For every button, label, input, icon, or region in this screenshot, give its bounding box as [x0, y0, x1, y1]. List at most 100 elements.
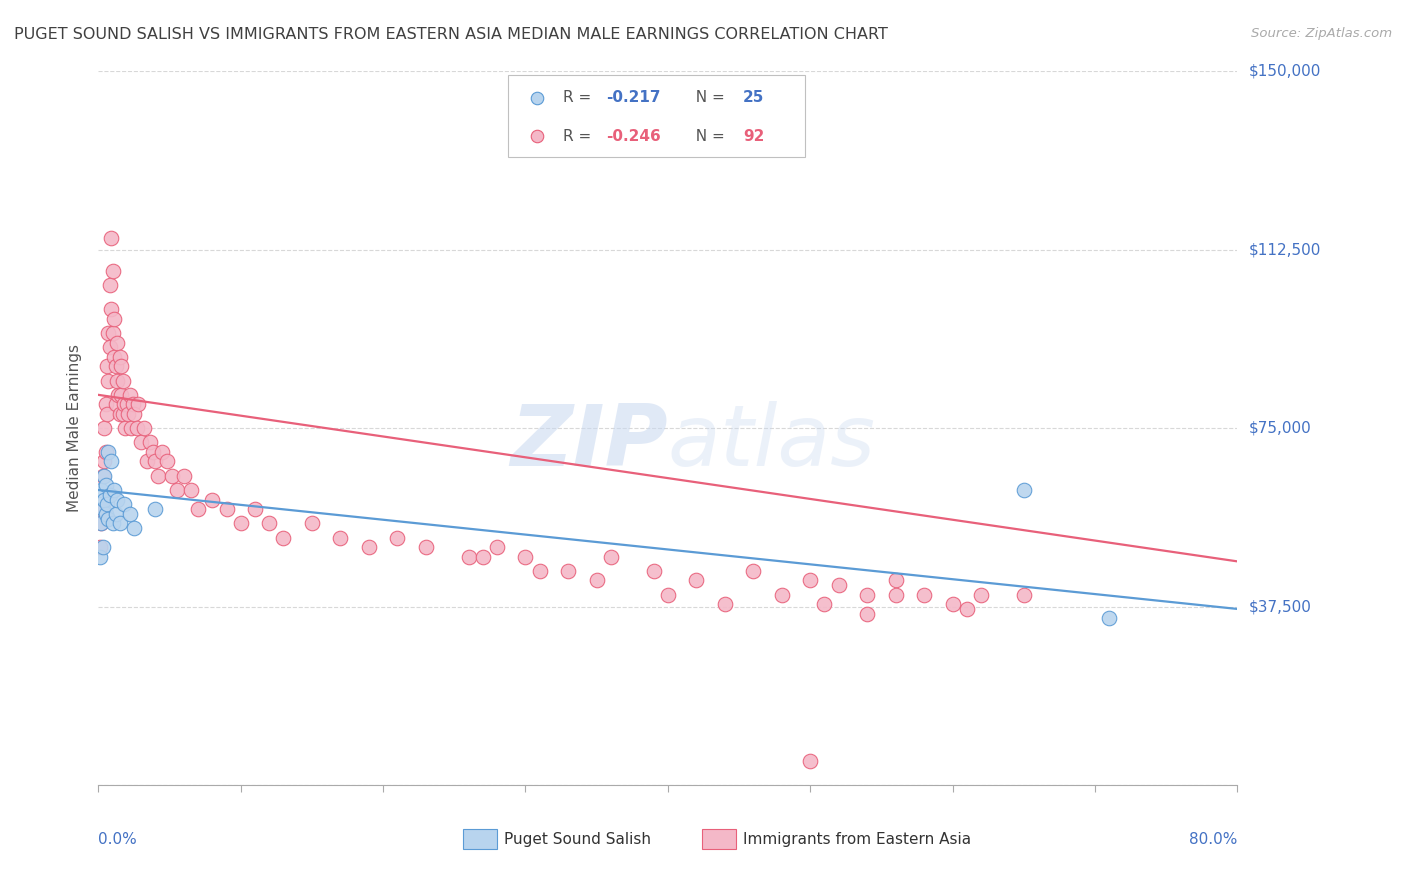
Point: [93, 454, 115, 468]
Point: [120, 421, 142, 435]
Point: [97, 326, 120, 340]
Text: 25: 25: [742, 90, 765, 105]
Point: [108, 350, 131, 364]
Point: [96, 359, 118, 374]
Point: [229, 516, 252, 531]
Point: [90, 516, 112, 531]
Point: [714, 597, 737, 611]
Point: [103, 311, 125, 326]
Point: [110, 388, 132, 402]
Point: [301, 516, 323, 531]
Point: [105, 374, 128, 388]
Point: [813, 597, 835, 611]
Point: [97, 374, 120, 388]
Point: [100, 302, 122, 317]
Point: [884, 588, 907, 602]
Point: [643, 564, 665, 578]
Text: R =: R =: [562, 90, 596, 105]
Text: N =: N =: [686, 129, 730, 144]
Point: [273, 531, 295, 545]
Point: [956, 602, 979, 616]
Point: [98, 278, 121, 293]
Point: [94, 445, 117, 459]
Point: [148, 468, 170, 483]
Point: [96, 497, 118, 511]
Text: ZIP: ZIP: [510, 401, 668, 484]
Bar: [702, 830, 737, 849]
Point: [93, 421, 115, 435]
Text: Immigrants from Eastern Asia: Immigrants from Eastern Asia: [742, 831, 972, 847]
Text: N =: N =: [686, 90, 730, 105]
Point: [100, 454, 122, 468]
Text: 80.0%: 80.0%: [1189, 831, 1237, 847]
Point: [828, 578, 851, 592]
Point: [90, 483, 112, 497]
Point: [97, 445, 120, 459]
Point: [799, 754, 821, 768]
Text: PUGET SOUND SALISH VS IMMIGRANTS FROM EASTERN ASIA MEDIAN MALE EARNINGS CORRELAT: PUGET SOUND SALISH VS IMMIGRANTS FROM EA…: [14, 27, 889, 42]
Point: [387, 531, 409, 545]
Bar: [463, 830, 498, 849]
Point: [110, 359, 132, 374]
Point: [585, 574, 607, 588]
Point: [132, 421, 155, 435]
Text: atlas: atlas: [668, 401, 876, 484]
Point: [770, 588, 793, 602]
Point: [1012, 588, 1035, 602]
Point: [94, 397, 117, 411]
Point: [104, 507, 127, 521]
Point: [557, 564, 579, 578]
Text: $37,500: $37,500: [1249, 599, 1312, 614]
Point: [127, 397, 149, 411]
Point: [107, 388, 129, 402]
Point: [138, 435, 160, 450]
Point: [856, 607, 879, 621]
Point: [600, 549, 623, 564]
Point: [141, 445, 163, 459]
Point: [970, 588, 993, 602]
Point: [104, 359, 127, 374]
Point: [742, 564, 765, 578]
Point: [91, 502, 114, 516]
Point: [122, 521, 145, 535]
Point: [91, 502, 114, 516]
Point: [173, 468, 195, 483]
Point: [685, 574, 707, 588]
Point: [103, 350, 125, 364]
Point: [97, 511, 120, 525]
Point: [156, 454, 179, 468]
Point: [93, 492, 115, 507]
Point: [121, 397, 143, 411]
Point: [657, 588, 679, 602]
Point: [122, 407, 145, 421]
Point: [101, 326, 124, 340]
Point: [125, 421, 148, 435]
Text: 92: 92: [742, 129, 765, 144]
Point: [96, 407, 118, 421]
Point: [415, 540, 437, 554]
Point: [529, 564, 551, 578]
Point: [884, 574, 907, 588]
Point: [129, 435, 152, 450]
Text: $150,000: $150,000: [1249, 64, 1320, 78]
Point: [105, 335, 128, 350]
Point: [162, 468, 184, 483]
Text: $112,500: $112,500: [1249, 243, 1320, 257]
Text: 0.0%: 0.0%: [98, 831, 138, 847]
Point: [118, 388, 141, 402]
Point: [1098, 611, 1121, 625]
Point: [101, 264, 124, 278]
Point: [115, 397, 138, 411]
Text: -0.246: -0.246: [606, 129, 661, 144]
Point: [93, 468, 115, 483]
Point: [187, 502, 209, 516]
Point: [856, 588, 879, 602]
Point: [135, 454, 157, 468]
Point: [215, 502, 238, 516]
Point: [243, 502, 266, 516]
Point: [98, 340, 121, 354]
Point: [515, 549, 537, 564]
Point: [108, 407, 131, 421]
Point: [94, 507, 117, 521]
Point: [259, 516, 281, 531]
